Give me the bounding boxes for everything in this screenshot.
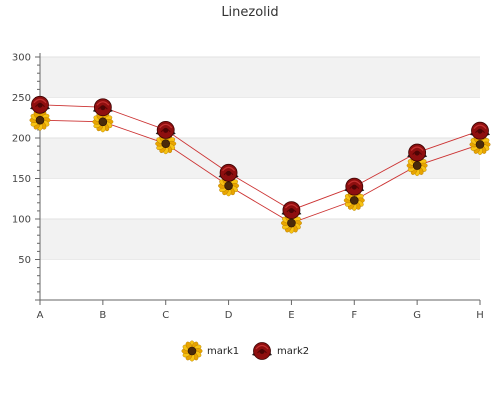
rose-petal [255,344,269,350]
grid-band [40,57,480,98]
rose-petal [473,124,487,130]
series-line-mark1 [39,119,481,224]
sunflower-center [98,117,108,127]
x-tick-label: C [162,310,169,321]
y-tick-label: 150 [12,174,31,185]
rose-icon [218,163,239,182]
series-lines [39,104,481,224]
chart-title: Linezolid [221,5,278,20]
rose-petal [284,203,298,209]
sunflower-center [161,139,171,148]
rose-icon [344,177,365,196]
rose-petal [347,180,361,186]
sunflower-icon [29,109,51,131]
legend-item-mark1: mark1 [181,340,239,362]
rose-icon [281,201,302,219]
x-tick-label: E [288,310,294,321]
x-tick-label: F [351,310,357,321]
rose-core [259,349,265,354]
data-markers [29,95,491,234]
y-tick-label: 250 [12,93,31,104]
rose-petal [33,98,47,104]
sunflower-icon [181,340,203,362]
rose-core [351,184,357,190]
y-tick-label: 300 [12,53,31,64]
rose-petal [222,166,236,172]
rose-core [100,105,106,111]
sunflower-center [412,161,422,170]
sunflower-icon [92,111,114,133]
legend-label-mark1: mark1 [207,346,239,357]
y-tick-label: 100 [12,215,31,226]
sunflower-center [224,181,233,191]
x-tick-label: G [413,310,421,321]
rose-icon [407,143,428,162]
sunflower-center [349,196,359,205]
sunflower-center [475,140,485,149]
legend-item-mark2: mark2 [252,342,309,360]
y-tick-label: 50 [18,255,31,266]
rose-core [163,127,169,133]
sunflower-icon [343,189,365,211]
rose-core [414,150,420,156]
rose-core [37,102,43,108]
legend-sunflower-icon [181,340,203,362]
sunflower-center [35,115,45,125]
rose-core [226,170,232,176]
legend: mark1 mark2 [181,340,309,362]
rose-petal [96,101,110,106]
x-tick-label: D [225,310,233,321]
rose-icon [155,120,176,139]
axes: 50 100 150 200 250 300 A B C D E F G H [12,53,484,322]
legend-rose-icon [252,342,272,360]
rose-icon [30,95,50,114]
series-line-mark2 [39,104,481,211]
x-tick-label: A [37,310,44,321]
grid-band [40,219,480,260]
rose-petal [410,146,424,152]
sunflower-center [187,346,197,356]
rose-core [288,208,294,214]
rose-icon [470,121,490,140]
legend-label-mark2: mark2 [277,346,309,357]
x-tick-label: B [99,310,106,321]
rose-icon [252,342,272,360]
x-tick-label: H [476,310,484,321]
rose-core [477,128,483,134]
y-tick-label: 200 [12,134,31,145]
rose-icon [92,98,113,117]
sunflower-center [287,218,296,228]
rose-petal [159,123,173,129]
